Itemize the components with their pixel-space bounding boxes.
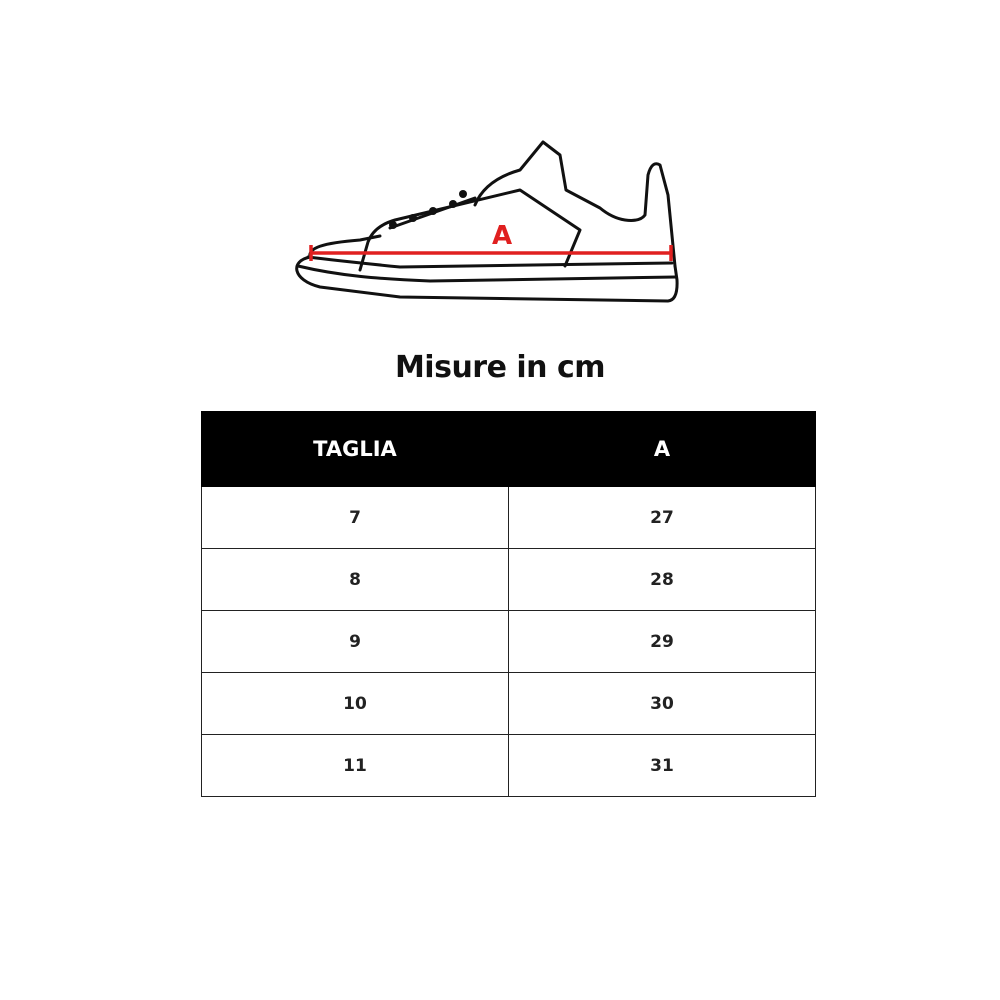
table-header-row: TAGLIA A <box>201 411 816 487</box>
table-row: 7 27 <box>201 486 816 549</box>
length-cell: 27 <box>508 486 816 549</box>
size-cell: 9 <box>201 610 509 673</box>
size-cell: 10 <box>201 672 509 735</box>
length-cell: 29 <box>508 610 816 673</box>
length-cell: 31 <box>508 734 816 797</box>
sneaker-illustration: A <box>295 140 679 303</box>
table-row: 10 30 <box>201 672 816 735</box>
header-taglia: TAGLIA <box>201 411 509 487</box>
header-a: A <box>508 411 816 487</box>
length-cell: 28 <box>508 548 816 611</box>
measure-label: A <box>492 221 512 251</box>
measure-line-a <box>309 245 673 261</box>
upper-base <box>306 255 674 269</box>
sole-midline <box>296 264 678 283</box>
size-cell: 11 <box>201 734 509 797</box>
laces <box>389 190 467 229</box>
length-cell: 30 <box>508 672 816 735</box>
quarter-panel <box>358 188 582 272</box>
size-table: TAGLIA A 7 27 8 28 9 29 10 30 11 31 <box>201 411 816 797</box>
page-title: Misure in cm <box>394 350 606 385</box>
table-row: 9 29 <box>201 610 816 673</box>
tongue <box>473 140 677 268</box>
table-row: 8 28 <box>201 548 816 611</box>
size-cell: 7 <box>201 486 509 549</box>
table-row: 11 31 <box>201 734 816 797</box>
size-cell: 8 <box>201 548 509 611</box>
